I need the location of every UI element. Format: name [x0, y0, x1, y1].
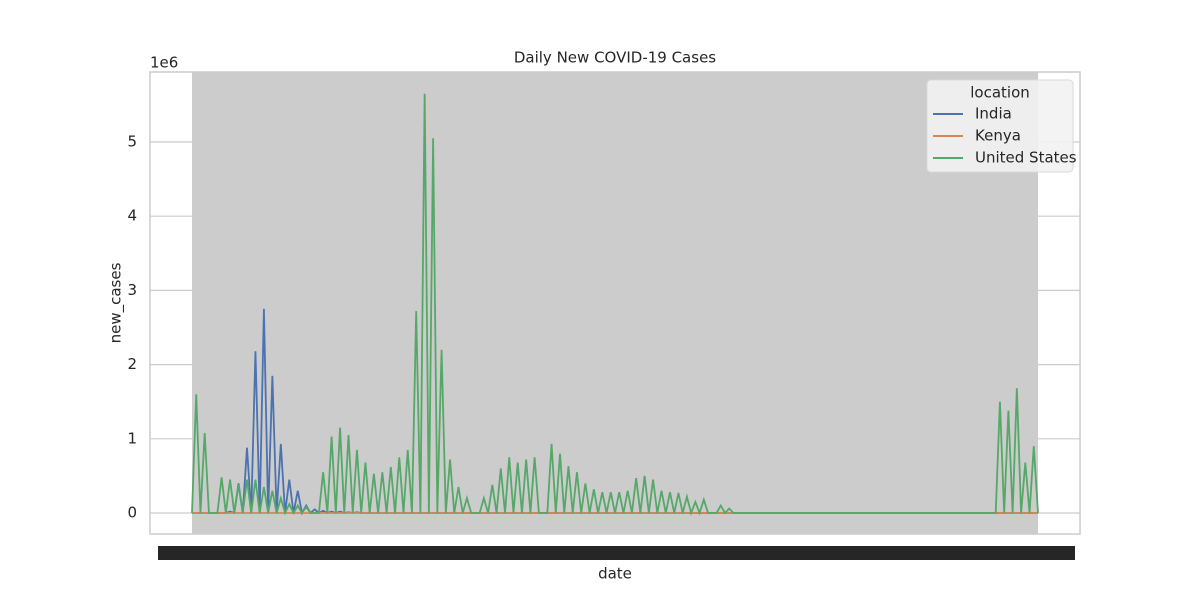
- legend-title: location: [970, 84, 1030, 102]
- y-tick-label: 0: [127, 504, 137, 522]
- y-tick-label: 1: [127, 429, 137, 447]
- dense-x-grid: [192, 72, 1038, 534]
- x-tick-labels-overlap: [158, 546, 1075, 560]
- y-tick-label: 3: [127, 281, 137, 299]
- x-axis-label: date: [598, 565, 632, 583]
- legend-label: United States: [975, 149, 1077, 167]
- y-tick-label: 4: [127, 207, 137, 225]
- y-axis-label: new_cases: [107, 262, 126, 343]
- legend-label: India: [975, 105, 1012, 123]
- chart-title: Daily New COVID-19 Cases: [514, 49, 716, 67]
- y-offset-label: 1e6: [150, 54, 178, 72]
- y-tick-label: 5: [127, 132, 137, 150]
- series-line: [191, 93, 1039, 516]
- legend-label: Kenya: [975, 127, 1021, 145]
- y-tick-label: 2: [127, 355, 137, 373]
- legend-box: [926, 79, 1074, 173]
